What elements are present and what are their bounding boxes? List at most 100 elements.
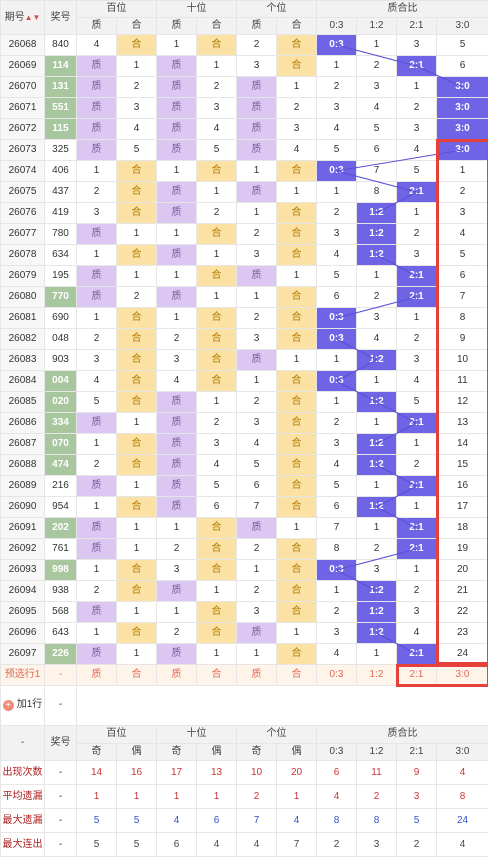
- add-row-cell[interactable]: + 加1行: [1, 686, 45, 726]
- ge-he-cell: 合: [277, 413, 317, 434]
- bai-zhi-miss-cell: 4: [77, 371, 117, 392]
- he-header: 合: [197, 18, 237, 35]
- stats-value: 4: [317, 784, 357, 808]
- ratio-miss-cell: 1: [357, 476, 397, 497]
- stats-value: 11: [357, 760, 397, 784]
- ratio-hit-cell: 3:0: [437, 77, 488, 98]
- stats-value: 16: [117, 760, 157, 784]
- stats-value: 1: [117, 784, 157, 808]
- stats-value: 6: [197, 808, 237, 832]
- bai-zhi-miss-cell: 2: [77, 182, 117, 203]
- period-header[interactable]: 期号▲▼: [1, 1, 45, 35]
- stats-value: 5: [397, 808, 437, 832]
- ge-he-cell: 合: [277, 287, 317, 308]
- prize-header: 奖号: [45, 1, 77, 35]
- shi-he-cell: 合: [197, 539, 237, 560]
- prize-cell: 643: [45, 623, 77, 644]
- ratio-hit-cell: 2:1: [397, 539, 437, 560]
- stats-value: 9: [397, 760, 437, 784]
- stats-label: 最大连出: [1, 832, 45, 856]
- bai-zhi-miss-cell: 4: [77, 35, 117, 56]
- prize-cell: 202: [45, 518, 77, 539]
- ratio-miss-cell: 5: [317, 476, 357, 497]
- ratio-miss-cell: 1: [397, 434, 437, 455]
- stats-dash: -: [45, 784, 77, 808]
- ratio-hit-cell: 2:1: [397, 413, 437, 434]
- shi-zhi-miss-cell: 1: [157, 518, 197, 539]
- predict-cell[interactable]: 合: [117, 665, 157, 686]
- shi-he-cell: 合: [197, 518, 237, 539]
- bai-zhi-miss-cell: 1: [77, 245, 117, 266]
- bai-zhi-miss-cell: 1: [77, 623, 117, 644]
- shi-zhi-cell: 质: [157, 182, 197, 203]
- ratio-miss-cell: 2: [357, 539, 397, 560]
- predict-cell[interactable]: 质: [237, 665, 277, 686]
- period-cell: 26074: [1, 161, 45, 182]
- ratio-miss-cell: 3: [317, 623, 357, 644]
- prize-cell: 070: [45, 434, 77, 455]
- bai-he-miss-cell: 1: [117, 518, 157, 539]
- ratio-hit-cell: 2:1: [397, 644, 437, 665]
- stats-value: 4: [157, 808, 197, 832]
- ge-zhi-miss-cell: 2: [237, 539, 277, 560]
- shi-he-cell: 合: [197, 602, 237, 623]
- predict-cell[interactable]: 1:2: [357, 665, 397, 686]
- predict-cell[interactable]: 质: [77, 665, 117, 686]
- bai-he-miss-cell: 1: [117, 56, 157, 77]
- footer-shi-header: 十位: [157, 725, 237, 743]
- shi-he-miss-cell: 1: [197, 182, 237, 203]
- ratio-hit-cell: 1:2: [357, 602, 397, 623]
- period-cell: 26082: [1, 329, 45, 350]
- prize-cell: 419: [45, 203, 77, 224]
- ge-zhi-cell: 质: [237, 623, 277, 644]
- ratio-miss-cell: 2: [397, 455, 437, 476]
- predict-cell[interactable]: 2:1: [397, 665, 437, 686]
- footer-r30-header: 3:0: [437, 743, 488, 760]
- bai-he-cell: 合: [117, 581, 157, 602]
- bai-zhi-cell: 质: [77, 602, 117, 623]
- shi-zhi-miss-cell: 4: [157, 371, 197, 392]
- ratio-miss-cell: 14: [437, 434, 488, 455]
- bai-he-miss-cell: 1: [117, 644, 157, 665]
- ge-zhi-miss-cell: 4: [237, 434, 277, 455]
- ge-zhi-cell: 质: [237, 182, 277, 203]
- ratio-miss-cell: 6: [317, 497, 357, 518]
- sort-icon[interactable]: ▲▼: [25, 13, 41, 22]
- stats-value: 1: [77, 784, 117, 808]
- ratio-miss-cell: 1: [317, 350, 357, 371]
- bai-he-miss-cell: 4: [117, 119, 157, 140]
- shi-header: 十位: [157, 1, 237, 18]
- ratio-miss-cell: 24: [437, 644, 488, 665]
- predict-cell[interactable]: 合: [277, 665, 317, 686]
- stats-value: 6: [157, 832, 197, 856]
- stats-value: 8: [437, 784, 488, 808]
- predict-cell[interactable]: 3:0: [437, 665, 488, 686]
- predict-cell[interactable]: 质: [157, 665, 197, 686]
- predict-cell[interactable]: 合: [197, 665, 237, 686]
- bai-zhi-miss-cell: 5: [77, 392, 117, 413]
- bai-zhi-cell: 质: [77, 413, 117, 434]
- ratio-hit-cell: 1:2: [357, 455, 397, 476]
- add-row-button[interactable]: + 加1行: [3, 686, 43, 724]
- period-cell: 26069: [1, 56, 45, 77]
- stats-value: 8: [357, 808, 397, 832]
- stats-value: 3: [397, 784, 437, 808]
- ratio-hit-cell: 1:2: [357, 497, 397, 518]
- ratio-miss-cell: 22: [437, 602, 488, 623]
- ratio-miss-cell: 2: [317, 602, 357, 623]
- ratio-hit-cell: 3:0: [437, 119, 488, 140]
- stats-value: 2: [357, 784, 397, 808]
- ge-he-cell: 合: [277, 329, 317, 350]
- predict-prize: -: [45, 665, 77, 686]
- predict-cell[interactable]: 0:3: [317, 665, 357, 686]
- ratio-miss-cell: 4: [317, 245, 357, 266]
- ge-zhi-cell: 质: [237, 266, 277, 287]
- shi-he-cell: 合: [197, 224, 237, 245]
